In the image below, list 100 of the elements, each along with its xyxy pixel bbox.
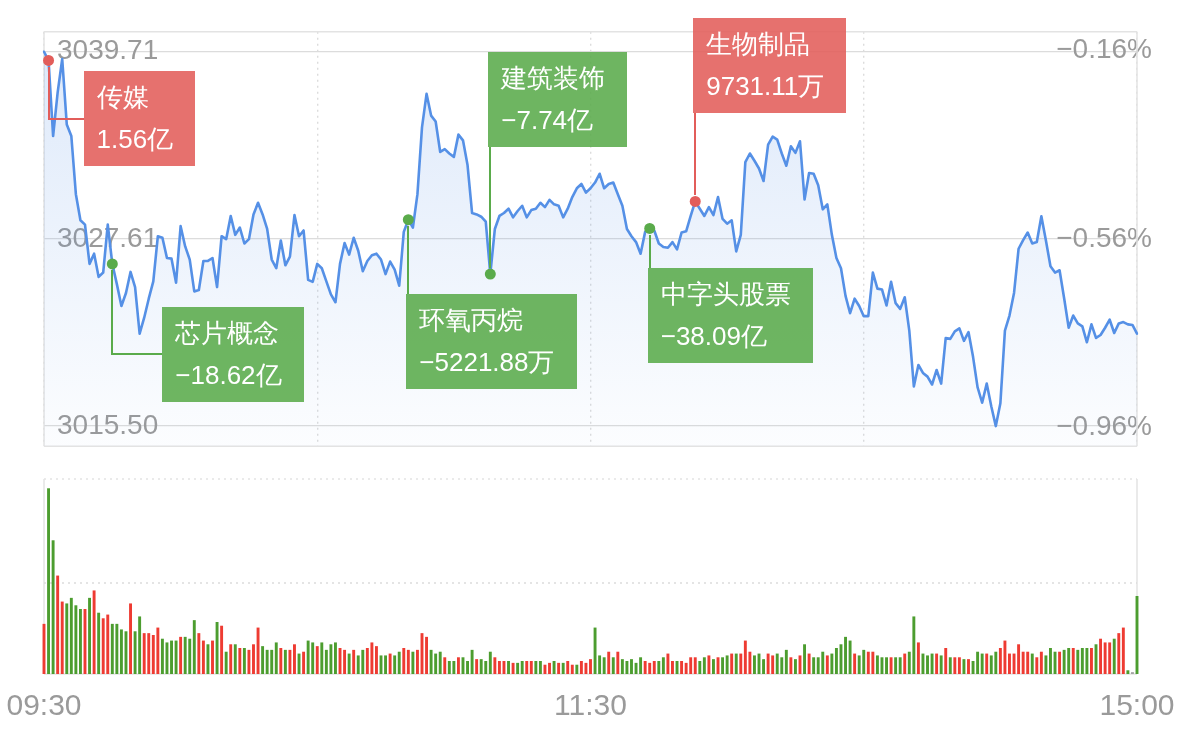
bar	[170, 640, 173, 674]
bar	[693, 657, 697, 674]
x-tick-label: 15:00	[1099, 688, 1175, 722]
bar	[807, 653, 811, 674]
bar	[397, 651, 401, 674]
bar	[343, 649, 347, 674]
bar	[593, 627, 597, 674]
bar	[97, 612, 101, 674]
bar	[106, 614, 110, 674]
bar	[734, 653, 738, 674]
bar	[525, 661, 529, 674]
bar	[994, 651, 998, 674]
bar	[607, 651, 611, 674]
bar	[1044, 655, 1048, 674]
bar	[771, 655, 775, 674]
x-tick-label: 09:30	[6, 688, 82, 722]
bar	[762, 659, 766, 674]
bar	[1062, 649, 1066, 674]
bar	[188, 638, 192, 674]
bar	[652, 661, 656, 674]
bar	[743, 640, 747, 674]
y-tick-label: 3039.71	[57, 34, 159, 66]
bar	[288, 649, 292, 674]
bar	[1067, 648, 1071, 674]
bar	[224, 651, 228, 674]
bar	[484, 661, 488, 674]
bar	[88, 597, 91, 674]
bar	[443, 657, 447, 674]
bar	[680, 661, 684, 674]
bar	[789, 657, 793, 674]
bar	[939, 655, 943, 674]
bar	[616, 651, 620, 674]
bar	[784, 649, 788, 674]
bar	[1076, 649, 1080, 674]
bar	[570, 664, 574, 674]
y2-tick-label: −0.56%	[1056, 221, 1152, 253]
bar	[648, 662, 652, 674]
bar	[1090, 648, 1093, 674]
bar	[584, 662, 588, 674]
bar	[206, 644, 210, 674]
bar	[1030, 653, 1034, 674]
bar	[434, 653, 438, 674]
bar	[411, 651, 415, 674]
bar	[156, 627, 160, 674]
bar	[985, 653, 989, 674]
bar	[174, 640, 178, 674]
bar	[766, 653, 770, 674]
bar	[739, 653, 743, 674]
bar	[912, 616, 916, 674]
bar	[1039, 651, 1043, 674]
annotation: 环氧丙烷 −5221.88万	[406, 293, 577, 389]
bar	[406, 649, 410, 674]
bar	[115, 623, 119, 674]
bar	[192, 620, 196, 674]
bar	[1085, 648, 1089, 674]
bar	[265, 649, 269, 674]
bar	[561, 662, 565, 674]
bar	[466, 661, 469, 674]
bar	[361, 649, 365, 674]
bar	[110, 623, 114, 674]
bar	[602, 657, 606, 674]
annotation: 芯片概念 −18.62亿	[162, 306, 304, 402]
bar	[834, 648, 838, 674]
bar	[721, 657, 725, 674]
bar	[848, 640, 852, 674]
bar	[579, 661, 583, 674]
bar	[160, 638, 164, 674]
bar	[989, 655, 993, 674]
bar	[238, 648, 242, 674]
bar	[488, 651, 492, 674]
bar	[830, 653, 834, 674]
bar	[311, 642, 315, 674]
bar	[780, 657, 784, 674]
point	[644, 222, 656, 234]
bar	[388, 653, 392, 674]
bar	[352, 649, 356, 674]
bar	[315, 646, 319, 674]
bar	[661, 657, 665, 674]
bar	[529, 661, 533, 674]
bar	[611, 657, 615, 674]
bar	[211, 640, 214, 674]
bar	[935, 653, 939, 674]
bar	[916, 642, 920, 674]
bar	[698, 661, 702, 674]
bar	[293, 644, 296, 674]
bar	[252, 644, 255, 674]
bar	[1035, 657, 1039, 674]
bar	[438, 651, 442, 674]
bar	[516, 662, 520, 674]
bar	[1103, 642, 1107, 674]
bar	[548, 662, 551, 674]
bar	[229, 644, 233, 674]
bar	[657, 661, 661, 674]
bar	[898, 657, 902, 674]
bar	[552, 661, 556, 674]
bar	[479, 659, 483, 674]
point	[106, 258, 118, 270]
bar	[575, 664, 579, 674]
bar	[452, 661, 456, 674]
bar	[470, 649, 474, 674]
